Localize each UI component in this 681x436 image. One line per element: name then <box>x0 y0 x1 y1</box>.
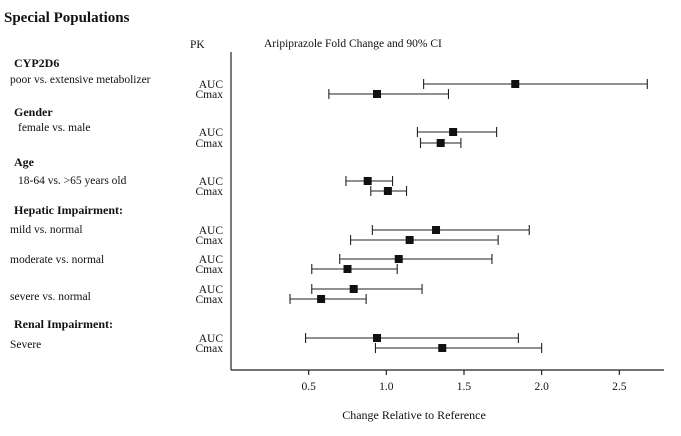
x-axis-label: Change Relative to Reference <box>342 408 486 422</box>
pk-parameter-label: Cmax <box>196 294 224 306</box>
point-estimate-marker <box>349 285 358 293</box>
x-tick-label: 1.0 <box>379 381 394 393</box>
comparison-label: poor vs. extensive metabolizer <box>10 74 151 86</box>
point-estimate-marker <box>373 334 382 342</box>
point-estimate-marker <box>405 236 414 244</box>
pk-parameter-label: AUC <box>199 254 224 266</box>
point-estimate-marker <box>317 295 326 303</box>
pk-parameter-label: Cmax <box>196 138 224 150</box>
x-tick-label: 2.5 <box>612 381 627 393</box>
x-tick-label: 0.5 <box>301 381 316 393</box>
point-estimate-marker <box>394 255 403 263</box>
point-estimate-marker <box>363 177 372 185</box>
pk-parameter-label: AUC <box>199 284 224 296</box>
comparison-label: severe vs. normal <box>10 291 91 303</box>
comparison-label: moderate vs. normal <box>10 254 104 266</box>
point-estimate-marker <box>383 187 392 195</box>
pk-parameter-label: Cmax <box>196 89 224 101</box>
x-tick-label: 2.0 <box>534 381 549 393</box>
chart-title: Aripiprazole Fold Change and 90% CI <box>264 38 442 50</box>
page-title: Special Populations <box>4 10 130 26</box>
pk-parameter-label: Cmax <box>196 186 224 198</box>
point-estimate-marker <box>438 344 447 352</box>
pk-parameter-label: Cmax <box>196 264 224 276</box>
group-heading: Age <box>14 155 35 169</box>
point-estimate-marker <box>343 265 352 273</box>
comparison-label: Severe <box>10 339 41 351</box>
x-axis: 0.51.01.52.02.53.0 <box>230 52 664 393</box>
point-estimate-marker <box>511 80 520 88</box>
pk-parameter-label: AUC <box>199 79 224 91</box>
point-estimate-marker <box>436 139 445 147</box>
comparison-label: mild vs. normal <box>10 224 83 236</box>
pk-parameter-label: AUC <box>199 127 224 139</box>
group-heading: Gender <box>14 105 53 119</box>
pk-parameter-label: Cmax <box>196 235 224 247</box>
pk-parameter-label: Cmax <box>196 343 224 355</box>
comparison-label: female vs. male <box>18 122 90 134</box>
pk-column-header: PK <box>190 39 205 51</box>
pk-parameter-label: AUC <box>199 176 224 188</box>
pk-parameter-label: AUC <box>199 333 224 345</box>
point-estimate-marker <box>373 90 382 98</box>
point-estimate-marker <box>449 128 458 136</box>
point-estimate-marker <box>432 226 441 234</box>
x-tick-label: 1.5 <box>457 381 472 393</box>
group-heading: Hepatic Impairment: <box>14 203 123 217</box>
pk-parameter-label: AUC <box>199 225 224 237</box>
group-heading: Renal Impairment: <box>14 317 113 331</box>
group-heading: CYP2D6 <box>14 56 59 70</box>
comparison-label: 18-64 vs. >65 years old <box>18 175 127 187</box>
